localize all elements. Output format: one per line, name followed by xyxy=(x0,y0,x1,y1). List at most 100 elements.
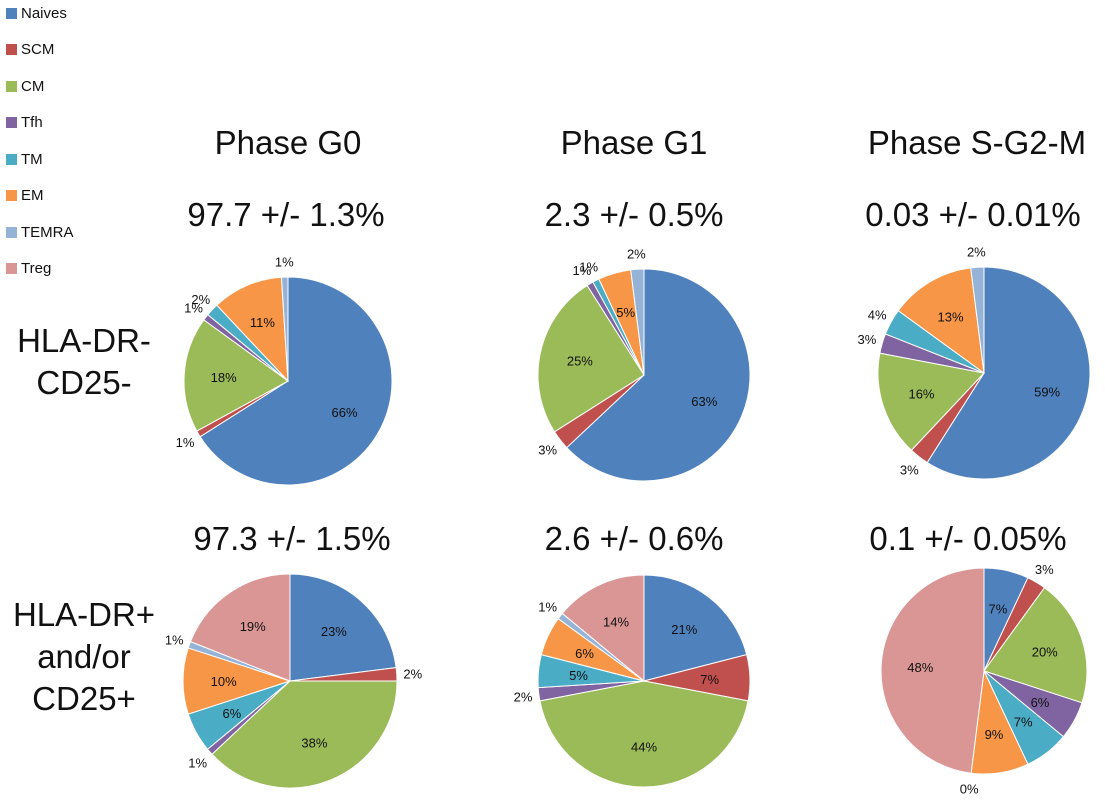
pie-data-label: 6% xyxy=(1031,695,1050,710)
pie-data-label: 11% xyxy=(250,315,275,330)
pie-header: 97.7 +/- 1.3% xyxy=(187,196,385,233)
legend-label: SCM xyxy=(21,41,55,58)
pie-data-label: 25% xyxy=(567,354,593,369)
legend-item-em: EM xyxy=(6,187,44,205)
legend-item-tm: TM xyxy=(6,150,43,168)
column-title-g0: Phase G0 xyxy=(214,124,362,161)
legend-item-scm: SCM xyxy=(6,41,54,59)
legend-swatch xyxy=(6,226,17,238)
legend-item-tfh: Tfh xyxy=(6,114,43,132)
pie-slice-cm xyxy=(537,284,645,433)
pie-data-label: 5% xyxy=(569,668,588,683)
pie-slice-treg xyxy=(880,567,985,774)
pie-data-label: 3% xyxy=(900,462,919,477)
pie-slice-naives xyxy=(289,573,397,682)
pie-data-label: 2% xyxy=(967,244,986,259)
pie-data-label: 44% xyxy=(631,740,657,755)
pie-data-label: 1% xyxy=(188,755,207,770)
pie-data-label: 63% xyxy=(691,394,717,409)
legend-label: Naives xyxy=(21,4,67,22)
column-title-sg2m: Phase S-G2-M xyxy=(867,124,1087,161)
pie-slice-cm xyxy=(983,586,1088,704)
pie-data-label: 20% xyxy=(1032,644,1058,659)
pie-data-label: 1% xyxy=(579,259,598,274)
pie-data-label: 23% xyxy=(321,624,347,639)
pie-data-label: 7% xyxy=(700,672,719,687)
legend-swatch xyxy=(6,263,17,274)
pie-slice-em xyxy=(897,267,985,375)
pie-data-label: 1% xyxy=(165,632,184,647)
pie-header: 0.03 +/- 0.01% xyxy=(865,196,1081,233)
legend-item-treg: Treg xyxy=(6,260,51,278)
legend-item-naives: Naives xyxy=(6,4,67,22)
pie-data-label: 14% xyxy=(603,615,629,630)
legend-swatch xyxy=(6,80,17,92)
pie-data-label: 13% xyxy=(938,309,964,324)
pie-slice-em xyxy=(216,276,289,383)
pie-header: 97.3 +/- 1.5% xyxy=(193,520,391,557)
pie-data-label: 66% xyxy=(331,405,357,420)
pie-data-label: 7% xyxy=(1014,714,1033,729)
pie-header: 2.3 +/- 0.5% xyxy=(544,196,724,233)
row-label-line: and/or xyxy=(37,638,131,675)
pie-slice-temra xyxy=(970,266,985,374)
legend-label: Treg xyxy=(21,260,52,277)
pie-slice-temra xyxy=(630,268,645,376)
pie-slice-naives xyxy=(926,266,1091,480)
pie-data-label: 2% xyxy=(403,666,422,681)
pie-data-label: 21% xyxy=(671,622,697,637)
pie-slice-cm xyxy=(183,319,289,432)
pie-data-label: 19% xyxy=(240,619,266,634)
pie-slice-treg xyxy=(561,574,645,683)
pie-data-label: 0% xyxy=(960,782,979,797)
legend-label: EM xyxy=(21,187,44,204)
pie-data-label: 2% xyxy=(191,292,210,307)
row-label-line: HLA-DR+ xyxy=(12,596,156,633)
pie-slice-naives xyxy=(566,268,751,482)
pie-slice-naives xyxy=(199,276,393,486)
legend-label: TEMRA xyxy=(21,223,74,241)
pie-data-label: 6% xyxy=(222,706,241,721)
pie-data-label: 18% xyxy=(211,370,237,385)
row-label-hla-dr-neg: HLA-DR- CD25- xyxy=(17,320,151,404)
pie-data-label: 1% xyxy=(573,263,592,278)
pie-data-label: 5% xyxy=(616,305,635,320)
pie-data-label: 1% xyxy=(184,301,203,316)
pie-data-label: 16% xyxy=(908,386,934,401)
pie-data-label: 4% xyxy=(868,307,887,322)
legend-label: Tfh xyxy=(21,114,43,131)
legend-swatch xyxy=(6,153,17,165)
pie-slice-naives xyxy=(643,574,748,682)
legend-label: TM xyxy=(21,150,43,168)
pie-slice-cm xyxy=(211,680,398,789)
pie-data-label: 1% xyxy=(275,254,294,269)
legend-label: CM xyxy=(21,77,45,95)
row-label-line: HLA-DR- xyxy=(17,322,151,359)
legend-swatch xyxy=(6,117,17,128)
legend-swatch xyxy=(6,7,17,19)
row-label-hla-dr-pos: HLA-DR+ and/or CD25+ xyxy=(13,594,155,720)
legend-swatch xyxy=(6,44,17,55)
pie-data-label: 3% xyxy=(858,332,877,347)
pie-data-label: 10% xyxy=(211,674,237,689)
pie-data-label: 38% xyxy=(301,736,327,751)
pie-slice-temra xyxy=(280,276,289,382)
pie-slice-cm xyxy=(539,680,749,788)
pie-header: 2.6 +/- 0.6% xyxy=(544,520,724,557)
legend-item-temra: TEMRA xyxy=(6,223,74,241)
pie-header: 0.1 +/- 0.05% xyxy=(869,520,1067,557)
column-title-g1: Phase G1 xyxy=(560,124,708,161)
pie-data-label: 9% xyxy=(985,727,1004,742)
pie-data-label: 3% xyxy=(538,443,557,458)
legend-swatch xyxy=(6,190,17,201)
legend-item-cm: CM xyxy=(6,77,44,95)
row-label-line: CD25- xyxy=(36,364,132,401)
pie-data-label: 1% xyxy=(538,599,557,614)
pie-data-label: 6% xyxy=(575,646,594,661)
pie-slice-cm xyxy=(877,352,985,451)
pie-data-label: 48% xyxy=(907,660,933,675)
pie-data-label: 1% xyxy=(176,435,195,450)
pie-slice-treg xyxy=(189,573,291,682)
row-label-line: CD25+ xyxy=(32,680,136,717)
